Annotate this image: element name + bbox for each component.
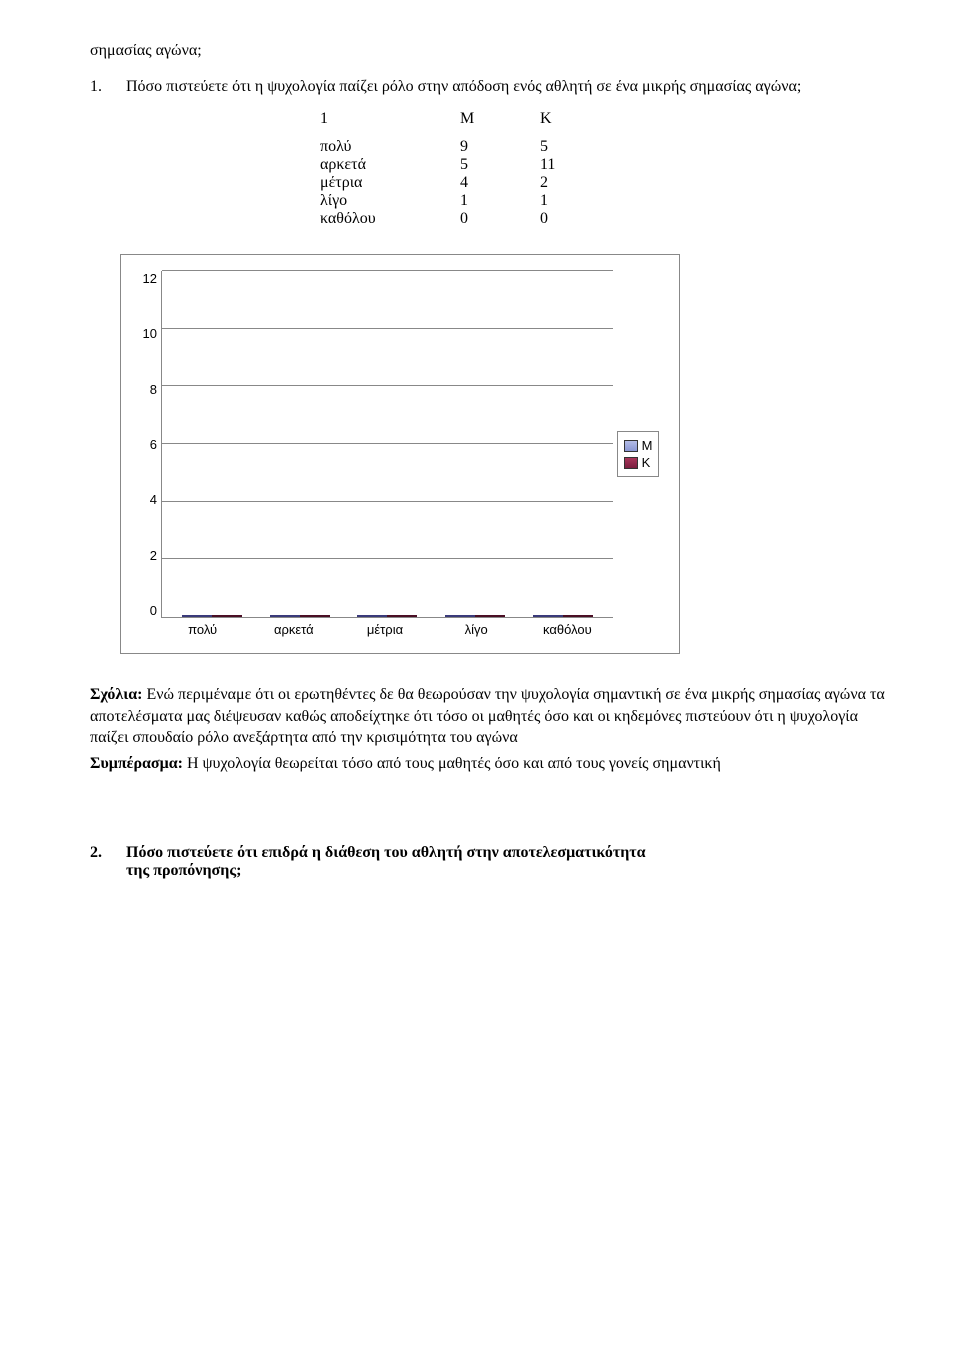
conclusion-paragraph: Συμπέρασμα: Η ψυχολογία θεωρείται τόσο α… xyxy=(90,753,900,775)
xtick: καθόλου xyxy=(522,622,613,637)
row-k: 11 xyxy=(540,156,620,174)
bar-m xyxy=(357,615,387,617)
comments-paragraph: Σχόλια: Ενώ περιμέναμε ότι οι ερωτηθέντε… xyxy=(90,684,900,749)
row-m: 4 xyxy=(460,174,540,192)
legend-label: Μ xyxy=(642,438,653,453)
row-k: 2 xyxy=(540,174,620,192)
data-table: 1 Μ Κ πολύ 9 5 αρκετά 5 11 μέτρια 4 2 λί… xyxy=(320,110,900,228)
gridline xyxy=(162,558,613,559)
th-m: Μ xyxy=(460,110,540,128)
question-1: 1. Πόσο πιστεύετε ότι η ψυχολογία παίζει… xyxy=(90,78,900,96)
table-row: μέτρια 4 2 xyxy=(320,174,900,192)
ytick: 4 xyxy=(131,492,157,507)
q2-text-line2: της προπόνησης; xyxy=(126,862,900,880)
gridline xyxy=(162,270,613,271)
q1-number: 1. xyxy=(90,78,126,96)
xtick: πολύ xyxy=(157,622,248,637)
comments-label: Σχόλια: xyxy=(90,686,142,703)
bar-k xyxy=(212,615,242,617)
q1-text: Πόσο πιστεύετε ότι η ψυχολογία παίζει ρό… xyxy=(126,78,900,96)
plot-area xyxy=(161,271,613,618)
table-row: αρκετά 5 11 xyxy=(320,156,900,174)
row-m: 0 xyxy=(460,210,540,228)
table-header: 1 Μ Κ xyxy=(320,110,900,128)
bar-group xyxy=(431,615,519,617)
xtick: αρκετά xyxy=(248,622,339,637)
row-m: 5 xyxy=(460,156,540,174)
page-top-fragment: σημασίας αγώνα; xyxy=(90,42,900,60)
gridline xyxy=(162,501,613,502)
row-m: 1 xyxy=(460,192,540,210)
q2-text-line1: Πόσο πιστεύετε ότι επιδρά η διάθεση του … xyxy=(126,844,900,862)
ytick: 10 xyxy=(131,326,157,341)
th-1: 1 xyxy=(320,110,460,128)
xtick: μέτρια xyxy=(339,622,430,637)
bar-k xyxy=(300,615,330,617)
row-label: λίγο xyxy=(320,192,460,210)
row-m: 9 xyxy=(460,138,540,156)
bar-k xyxy=(563,615,593,617)
row-k: 0 xyxy=(540,210,620,228)
ytick: 8 xyxy=(131,382,157,397)
ytick: 0 xyxy=(131,603,157,618)
xtick: λίγο xyxy=(431,622,522,637)
swatch-k-icon xyxy=(624,457,638,469)
comments-text: Ενώ περιμέναμε ότι οι ερωτηθέντες δε θα … xyxy=(90,686,885,746)
bar-m xyxy=(533,615,563,617)
bar-m xyxy=(182,615,212,617)
th-k: Κ xyxy=(540,110,620,128)
gridline xyxy=(162,328,613,329)
row-label: καθόλου xyxy=(320,210,460,228)
conclusion-label: Συμπέρασμα: xyxy=(90,755,183,772)
row-label: αρκετά xyxy=(320,156,460,174)
q2-number: 2. xyxy=(90,844,126,880)
gridline xyxy=(162,385,613,386)
bar-group xyxy=(168,615,256,617)
bar-group xyxy=(519,615,607,617)
bar-chart: 12 10 8 6 4 2 0 πολύ αρκετά μέτρια λίγο xyxy=(120,254,680,654)
bar-m xyxy=(445,615,475,617)
table-row: καθόλου 0 0 xyxy=(320,210,900,228)
swatch-m-icon xyxy=(624,440,638,452)
conclusion-text: Η ψυχολογία θεωρείται τόσο από τους μαθη… xyxy=(183,755,721,772)
chart-legend: Μ Κ xyxy=(613,271,663,637)
ytick: 2 xyxy=(131,548,157,563)
ytick: 6 xyxy=(131,437,157,452)
x-axis-labels: πολύ αρκετά μέτρια λίγο καθόλου xyxy=(131,622,613,637)
row-label: πολύ xyxy=(320,138,460,156)
bar-k xyxy=(387,615,417,617)
table-row: λίγο 1 1 xyxy=(320,192,900,210)
legend-item-m: Μ xyxy=(624,438,653,453)
row-label: μέτρια xyxy=(320,174,460,192)
question-2: 2. Πόσο πιστεύετε ότι επιδρά η διάθεση τ… xyxy=(90,844,900,880)
legend-item-k: Κ xyxy=(624,455,653,470)
ytick: 12 xyxy=(131,271,157,286)
gridline xyxy=(162,443,613,444)
row-k: 1 xyxy=(540,192,620,210)
table-row: πολύ 9 5 xyxy=(320,138,900,156)
bar-k xyxy=(475,615,505,617)
bar-m xyxy=(270,615,300,617)
row-k: 5 xyxy=(540,138,620,156)
legend-label: Κ xyxy=(642,455,651,470)
y-axis-labels: 12 10 8 6 4 2 0 xyxy=(131,271,161,618)
bar-group xyxy=(256,615,344,617)
bar-group xyxy=(344,615,432,617)
